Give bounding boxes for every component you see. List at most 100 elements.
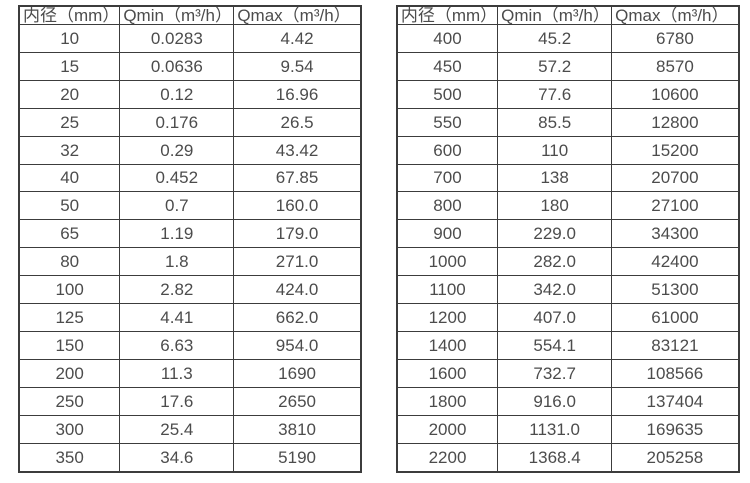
table-row: 100 2.82 424.0: [18, 275, 362, 305]
cell-diameter: 1600: [396, 358, 499, 388]
cell-qmax: 26.5: [233, 107, 362, 137]
cell-diameter: 2200: [396, 442, 499, 473]
cell-qmax: 2650: [233, 386, 362, 416]
table-row: 250 17.6 2650: [18, 386, 362, 416]
table-row: 900 229.0 34300: [396, 219, 740, 249]
table-row: 150 6.63 954.0: [18, 330, 362, 360]
cell-qmin: 180: [497, 191, 613, 221]
table-row: 40 0.452 67.85: [18, 163, 362, 193]
cell-diameter: 125: [18, 303, 121, 332]
cell-diameter: 250: [18, 386, 121, 416]
cell-diameter: 400: [396, 24, 499, 53]
table-row: 50 0.7 160.0: [18, 191, 362, 221]
cell-qmax: 205258: [611, 442, 740, 473]
cell-qmax: 61000: [611, 303, 740, 332]
cell-qmin: 1.8: [119, 247, 235, 277]
cell-diameter: 450: [396, 51, 499, 81]
cell-qmin: 57.2: [497, 51, 613, 81]
header-row: 内径（mm） Qmin（m³/h） Qmax（m³/h）: [18, 5, 362, 25]
cell-diameter: 1200: [396, 303, 499, 332]
header-row: 内径（mm） Qmin（m³/h） Qmax（m³/h）: [396, 5, 740, 25]
cell-qmax: 4.42: [233, 24, 362, 53]
cell-qmax: 662.0: [233, 303, 362, 332]
cell-diameter: 500: [396, 79, 499, 109]
table-row: 600 110 15200: [396, 135, 740, 165]
table-body: 10 0.0283 4.42 15 0.0636 9.54 20 0.12 16…: [18, 24, 362, 473]
cell-diameter: 40: [18, 163, 121, 193]
cell-qmax: 83121: [611, 330, 740, 360]
cell-qmax: 3810: [233, 414, 362, 444]
cell-diameter: 20: [18, 79, 121, 109]
cell-diameter: 10: [18, 24, 121, 53]
cell-qmax: 43.42: [233, 135, 362, 165]
table-row: 15 0.0636 9.54: [18, 51, 362, 81]
table-row: 32 0.29 43.42: [18, 135, 362, 165]
table-header: 内径（mm） Qmin（m³/h） Qmax（m³/h）: [18, 5, 362, 25]
cell-qmax: 108566: [611, 358, 740, 388]
cell-qmin: 2.82: [119, 275, 235, 305]
table-row: 1800 916.0 137404: [396, 386, 740, 416]
table-body: 400 45.2 6780 450 57.2 8570 500 77.6 106…: [396, 24, 740, 473]
cell-diameter: 15: [18, 51, 121, 81]
cell-qmax: 169635: [611, 414, 740, 444]
col-header-qmin: Qmin（m³/h）: [119, 5, 235, 25]
table-row: 25 0.176 26.5: [18, 107, 362, 137]
cell-qmin: 17.6: [119, 386, 235, 416]
col-header-qmin: Qmin（m³/h）: [497, 5, 613, 25]
cell-diameter: 1000: [396, 247, 499, 277]
cell-qmin: 110: [497, 135, 613, 165]
table-row: 1000 282.0 42400: [396, 247, 740, 277]
table-row: 350 34.6 5190: [18, 442, 362, 473]
flow-spec-table-small-diameters: 内径（mm） Qmin（m³/h） Qmax（m³/h） 10 0.0283 4…: [18, 5, 362, 473]
table-row: 2000 1131.0 169635: [396, 414, 740, 444]
cell-qmax: 424.0: [233, 275, 362, 305]
col-header-diameter: 内径（mm）: [18, 5, 121, 25]
table-row: 1100 342.0 51300: [396, 275, 740, 305]
col-header-qmax: Qmax（m³/h）: [611, 5, 740, 25]
cell-qmin: 732.7: [497, 358, 613, 388]
cell-qmin: 0.0283: [119, 24, 235, 53]
cell-qmax: 34300: [611, 219, 740, 249]
cell-diameter: 50: [18, 191, 121, 221]
cell-qmin: 0.0636: [119, 51, 235, 81]
cell-qmin: 1368.4: [497, 442, 613, 473]
table-row: 400 45.2 6780: [396, 24, 740, 53]
table-row: 500 77.6 10600: [396, 79, 740, 109]
cell-qmax: 16.96: [233, 79, 362, 109]
cell-qmin: 11.3: [119, 358, 235, 388]
cell-qmax: 20700: [611, 163, 740, 193]
cell-qmax: 5190: [233, 442, 362, 473]
cell-diameter: 2000: [396, 414, 499, 444]
table-row: 200 11.3 1690: [18, 358, 362, 388]
table-row: 1400 554.1 83121: [396, 330, 740, 360]
cell-diameter: 25: [18, 107, 121, 137]
table-row: 800 180 27100: [396, 191, 740, 221]
cell-qmin: 0.452: [119, 163, 235, 193]
table-row: 65 1.19 179.0: [18, 219, 362, 249]
cell-qmin: 916.0: [497, 386, 613, 416]
table-row: 10 0.0283 4.42: [18, 24, 362, 53]
table-header: 内径（mm） Qmin（m³/h） Qmax（m³/h）: [396, 5, 740, 25]
cell-qmax: 137404: [611, 386, 740, 416]
cell-qmin: 45.2: [497, 24, 613, 53]
cell-qmin: 85.5: [497, 107, 613, 137]
cell-qmax: 10600: [611, 79, 740, 109]
cell-diameter: 900: [396, 219, 499, 249]
cell-qmin: 4.41: [119, 303, 235, 332]
flow-range-tables-page: 内径（mm） Qmin（m³/h） Qmax（m³/h） 10 0.0283 4…: [18, 5, 740, 473]
cell-qmin: 0.29: [119, 135, 235, 165]
cell-qmin: 407.0: [497, 303, 613, 332]
cell-qmin: 77.6: [497, 79, 613, 109]
cell-diameter: 700: [396, 163, 499, 193]
cell-diameter: 150: [18, 330, 121, 360]
cell-qmin: 1131.0: [497, 414, 613, 444]
cell-qmax: 160.0: [233, 191, 362, 221]
cell-diameter: 32: [18, 135, 121, 165]
table-row: 1600 732.7 108566: [396, 358, 740, 388]
cell-qmax: 1690: [233, 358, 362, 388]
table-row: 20 0.12 16.96: [18, 79, 362, 109]
cell-qmax: 179.0: [233, 219, 362, 249]
cell-qmin: 6.63: [119, 330, 235, 360]
col-header-qmax: Qmax（m³/h）: [233, 5, 362, 25]
flow-spec-table-large-diameters: 内径（mm） Qmin（m³/h） Qmax（m³/h） 400 45.2 67…: [395, 5, 740, 473]
